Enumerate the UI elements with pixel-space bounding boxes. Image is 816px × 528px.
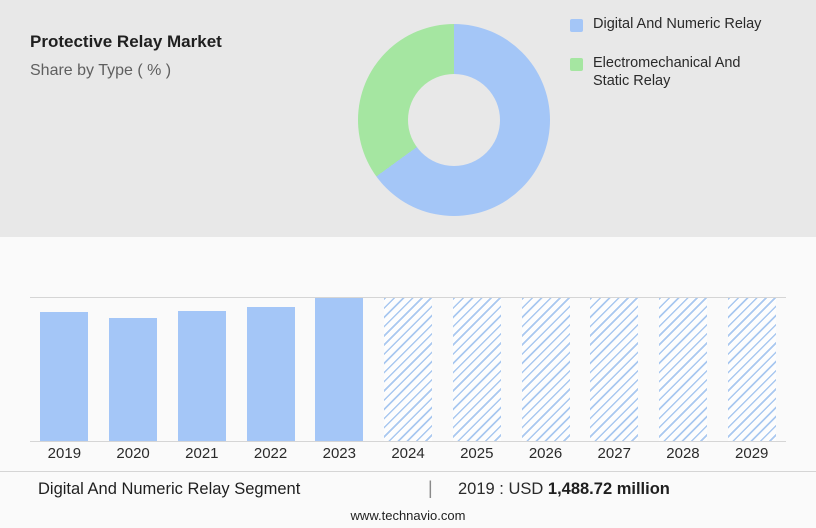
bar-slot-2020 bbox=[99, 298, 168, 441]
x-label-2027: 2027 bbox=[597, 445, 631, 462]
x-label-2028: 2028 bbox=[666, 445, 700, 462]
bar-slot-2022 bbox=[236, 298, 305, 441]
bar-2027 bbox=[590, 298, 639, 441]
footer-separator: | bbox=[428, 478, 433, 498]
share-by-type-panel: Protective Relay Market Share by Type ( … bbox=[0, 0, 816, 237]
bar-2019 bbox=[40, 312, 89, 441]
bar-slot-2021 bbox=[167, 298, 236, 441]
x-label-2024: 2024 bbox=[391, 445, 425, 462]
bar-chart-plot bbox=[30, 297, 786, 442]
page-title: Protective Relay Market bbox=[30, 32, 222, 51]
bar-slot-2026 bbox=[511, 298, 580, 441]
website-url: www.technavio.com bbox=[350, 508, 466, 523]
bar-2029 bbox=[727, 298, 776, 441]
x-label-2023: 2023 bbox=[322, 445, 356, 462]
donut-chart bbox=[358, 24, 550, 216]
x-label-2026: 2026 bbox=[528, 445, 563, 462]
bar-2024 bbox=[384, 298, 433, 441]
bar-slot-2023 bbox=[305, 298, 374, 441]
x-label-2020: 2020 bbox=[116, 445, 150, 462]
footer-divider bbox=[0, 471, 816, 472]
market-trend-panel: 2019 2020 2021 2022 2023 2024 2025 2026 2027 2028… bbox=[0, 237, 816, 528]
legend-label-electromechanical: Electromechanical And Static Relay bbox=[593, 55, 741, 89]
bar-slot-2025 bbox=[442, 298, 511, 441]
x-label-2029: 2029 bbox=[735, 445, 769, 462]
legend: Digital And Numeric Relay Electromechani… bbox=[570, 16, 768, 112]
x-axis-labels: 2019 2020 2021 2022 2023 2024 2025 2026 2027 2028… bbox=[30, 445, 786, 462]
bar-2026 bbox=[521, 298, 570, 441]
bar-slot-2029 bbox=[717, 298, 786, 441]
legend-label-digital: Digital And Numeric Relay bbox=[593, 16, 762, 32]
bar-slot-2028 bbox=[649, 298, 718, 441]
bar-slot-2024 bbox=[374, 298, 443, 441]
legend-swatch-electromechanical bbox=[570, 58, 583, 72]
segment-label: Digital And Numeric Relay Segment bbox=[38, 480, 301, 498]
legend-item-digital: Digital And Numeric Relay bbox=[570, 16, 768, 33]
value-amount: 1,488.72 million bbox=[547, 480, 670, 498]
x-label-2019: 2019 bbox=[47, 445, 82, 462]
bar-2025 bbox=[452, 298, 501, 441]
bar-2020 bbox=[109, 318, 158, 441]
donut-hole bbox=[408, 74, 500, 166]
bar-2022 bbox=[246, 306, 295, 441]
bar-2023 bbox=[315, 298, 364, 441]
footer: Digital And Numeric Relay Segment | 2019… bbox=[0, 478, 816, 506]
segment-value: 2019 : USD 1,488.72 million bbox=[458, 480, 670, 499]
x-label-2021: 2021 bbox=[185, 445, 219, 462]
bar-2021 bbox=[177, 310, 226, 441]
page-subtitle: Share by Type ( % ) bbox=[30, 62, 172, 79]
bar-2028 bbox=[658, 298, 707, 441]
value-prefix: 2019 : USD bbox=[458, 480, 544, 498]
bar-slot-2027 bbox=[580, 298, 649, 441]
x-label-2022: 2022 bbox=[253, 445, 288, 462]
legend-swatch-digital bbox=[570, 19, 583, 32]
legend-item-electromechanical: Electromechanical And Static Relay bbox=[570, 55, 768, 90]
bar-slot-2019 bbox=[30, 298, 99, 441]
x-label-2025: 2025 bbox=[460, 445, 494, 462]
